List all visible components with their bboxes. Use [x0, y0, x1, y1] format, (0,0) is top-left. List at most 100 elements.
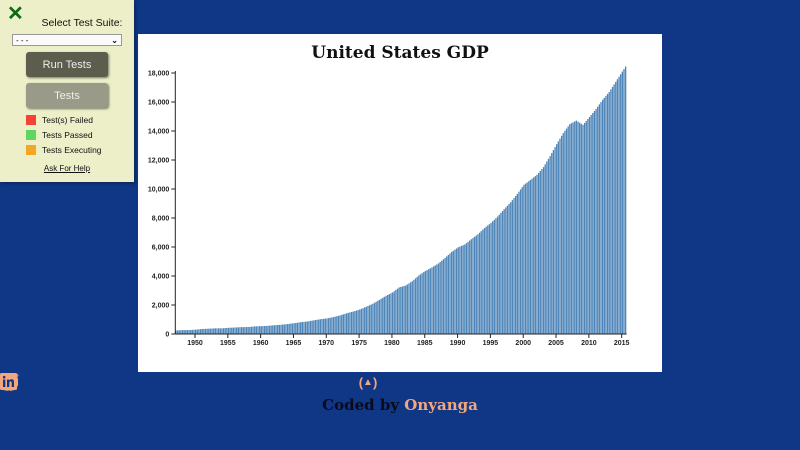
- gdp-bar: [529, 179, 532, 334]
- gdp-bar: [495, 218, 497, 334]
- gdp-bar: [239, 327, 241, 334]
- gdp-bar: [421, 273, 423, 334]
- gdp-bar: [393, 291, 395, 334]
- gdp-bar: [472, 237, 474, 334]
- x-tick-label: 1975: [351, 340, 367, 347]
- gdp-bar: [577, 121, 579, 334]
- gdp-bar: [185, 330, 187, 334]
- gdp-bar: [423, 272, 425, 334]
- failed-swatch: [26, 115, 36, 125]
- gdp-bar: [382, 297, 384, 334]
- gdp-bar: [278, 324, 281, 334]
- author-name-link[interactable]: Onyanga: [404, 396, 478, 414]
- gdp-bar: [175, 330, 177, 334]
- gdp-bar: [360, 308, 363, 334]
- gdp-bar: [437, 263, 440, 334]
- gdp-bar: [359, 309, 361, 334]
- gdp-bar: [349, 312, 351, 334]
- gdp-bar: [260, 326, 262, 334]
- gdp-bar: [554, 147, 556, 334]
- gdp-bar: [434, 265, 436, 334]
- codepen-icon[interactable]: [0, 373, 310, 392]
- gdp-bar: [306, 321, 308, 334]
- gdp-bar: [362, 308, 364, 334]
- gdp-bar: [610, 89, 612, 335]
- instagram-icon[interactable]: [0, 373, 445, 392]
- gdp-bar: [385, 295, 387, 334]
- tests-button[interactable]: Tests: [26, 83, 108, 108]
- x-tick-label: 1965: [286, 340, 302, 347]
- gdp-bar: [623, 68, 625, 334]
- gdp-bar: [487, 225, 489, 334]
- gdp-bar: [592, 113, 594, 335]
- x-tick-label: 1970: [318, 340, 334, 347]
- gdp-bar: [391, 292, 394, 334]
- gdp-bar: [316, 319, 318, 334]
- gdp-bar: [236, 327, 238, 334]
- gdp-bar: [613, 84, 615, 334]
- ask-for-help-link[interactable]: Ask For Help: [43, 164, 91, 173]
- gdp-bar: [565, 128, 568, 334]
- gdp-bar: [606, 93, 609, 334]
- gdp-bar: [446, 256, 448, 334]
- run-tests-button[interactable]: Run Tests: [26, 52, 108, 77]
- gdp-bar: [277, 324, 279, 334]
- chart-container: United States GDP 1950 1955 1960 1965 1970 19…: [138, 34, 662, 372]
- gdp-bar: [547, 158, 550, 334]
- gdp-bar: [414, 278, 417, 334]
- gdp-bar: [408, 283, 410, 334]
- gdp-bar: [595, 108, 597, 334]
- gdp-bar: [462, 245, 464, 334]
- gdp-bar: [459, 246, 461, 334]
- suite-label: Select Test Suite:: [41, 17, 123, 29]
- gdp-bar: [291, 323, 294, 334]
- gdp-bar: [531, 178, 533, 334]
- gdp-bar: [208, 328, 210, 334]
- gdp-bar: [500, 212, 502, 334]
- y-tick-label: 14,000: [148, 129, 170, 136]
- gdp-bar: [367, 306, 369, 334]
- gdp-bar: [388, 294, 390, 334]
- gdp-bar: [354, 311, 356, 334]
- gdp-bar: [562, 133, 564, 334]
- gdp-bar: [270, 325, 272, 334]
- gdp-bar: [196, 329, 198, 334]
- linkedin-icon[interactable]: [0, 373, 509, 392]
- gdp-bar: [574, 121, 576, 335]
- gdp-bar: [240, 327, 243, 334]
- y-tick-label: 16,000: [148, 100, 170, 107]
- gdp-bar: [387, 294, 389, 334]
- facebook-icon[interactable]: [0, 373, 413, 392]
- gdp-bar: [214, 328, 217, 334]
- gdp-bar: [244, 327, 246, 334]
- gdp-bar: [442, 259, 445, 334]
- gdp-bar: [336, 316, 338, 334]
- gdp-bar: [465, 243, 468, 334]
- close-icon[interactable]: ✕: [7, 3, 24, 25]
- gdp-bar: [460, 245, 463, 334]
- gdp-bar: [546, 161, 548, 334]
- gdp-bar: [219, 328, 221, 334]
- y-tick-label: 18,000: [148, 71, 170, 78]
- gdp-bar: [334, 316, 336, 334]
- test-suite-select[interactable]: - - - ⌄: [12, 34, 122, 46]
- gdp-bar: [406, 284, 409, 334]
- gdp-bar: [588, 117, 591, 334]
- gdp-bar: [222, 328, 225, 334]
- gdp-bar: [536, 174, 538, 334]
- gdp-bar: [429, 268, 432, 334]
- legend-passed: Tests Passed: [26, 130, 93, 140]
- gdp-bar: [268, 325, 271, 334]
- gdp-bar: [319, 319, 322, 334]
- gdp-bar: [615, 81, 617, 334]
- gdp-bar: [231, 327, 233, 334]
- x-tick-label: 1955: [220, 340, 236, 347]
- twitter-icon[interactable]: [0, 373, 477, 392]
- gdp-bar: [477, 234, 479, 334]
- gdp-bar: [436, 264, 438, 334]
- gdp-bar: [585, 120, 587, 334]
- github-icon[interactable]: [0, 373, 342, 392]
- social-links: (▲): [0, 373, 800, 392]
- gdp-bar: [537, 172, 540, 334]
- freecodecamp-icon[interactable]: (▲): [358, 375, 378, 390]
